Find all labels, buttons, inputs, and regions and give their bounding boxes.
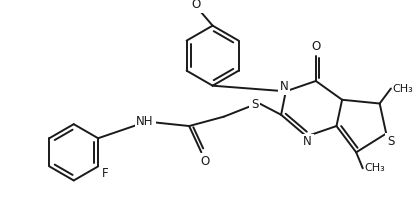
Text: N: N [303, 136, 312, 148]
Text: S: S [387, 135, 395, 148]
Text: O: O [311, 40, 320, 53]
Text: S: S [251, 98, 259, 111]
Text: CH₃: CH₃ [365, 163, 386, 173]
Text: O: O [191, 0, 200, 12]
Text: NH: NH [136, 115, 154, 128]
Text: O: O [200, 155, 210, 168]
Text: CH₃: CH₃ [393, 83, 414, 94]
Text: F: F [102, 167, 109, 181]
Text: N: N [280, 80, 288, 93]
